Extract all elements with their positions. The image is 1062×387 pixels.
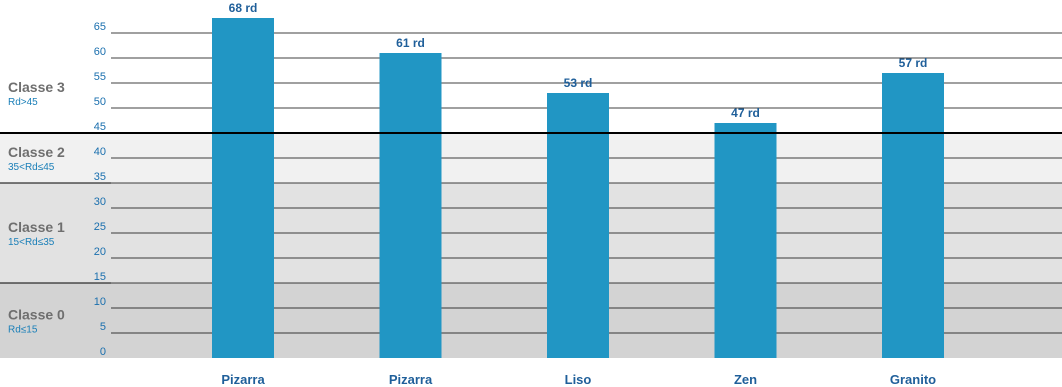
category-label-3: Zen — [734, 372, 757, 387]
data-label-1: 61 rd — [396, 36, 425, 50]
band-title-3: Classe 0 — [8, 307, 65, 323]
band-condition-3: Rd≤15 — [8, 325, 38, 336]
y-tick-label-10: 10 — [94, 296, 106, 308]
y-tick-label-40: 40 — [94, 146, 106, 158]
y-tick-label-0: 0 — [100, 346, 106, 358]
class-band-labels: Classe 3 Rd>45 Classe 2 35<Rd≤45 Classe 1 15<… — [8, 79, 65, 336]
band-title-0: Classe 3 — [8, 79, 65, 95]
y-tick-label-45: 45 — [94, 121, 106, 133]
bar-0 — [212, 18, 274, 358]
y-tick-label-15: 15 — [94, 271, 106, 283]
data-label-3: 47 rd — [731, 106, 760, 120]
band-title-1: Classe 2 — [8, 144, 65, 160]
bar-1 — [379, 53, 442, 358]
y-tick-label-65: 65 — [94, 21, 106, 33]
bars — [212, 18, 944, 358]
y-tick-label-5: 5 — [100, 321, 106, 333]
category-label-2: Liso — [565, 372, 592, 387]
y-axis-ticks: 0 5 10 15 20 25 30 35 40 45 50 55 60 65 — [94, 21, 106, 358]
y-tick-label-25: 25 — [94, 221, 106, 233]
bar-3 — [714, 123, 777, 358]
data-label-2: 53 rd — [564, 76, 593, 90]
bar-data-labels: 68 rd 61 rd 53 rd 47 rd 57 rd — [229, 1, 928, 120]
y-tick-label-55: 55 — [94, 71, 106, 83]
data-label-4: 57 rd — [899, 56, 928, 70]
category-labels: Pizarra Pizarra Liso Zen Granito — [221, 372, 936, 387]
y-tick-label-50: 50 — [94, 96, 106, 108]
band-condition-1: 35<Rd≤45 — [8, 162, 55, 173]
bar-2 — [547, 93, 609, 358]
y-tick-label-20: 20 — [94, 246, 106, 258]
band-condition-2: 15<Rd≤35 — [8, 237, 55, 248]
y-tick-label-35: 35 — [94, 171, 106, 183]
bar-4 — [882, 73, 944, 358]
category-label-0: Pizarra — [221, 372, 265, 387]
category-label-1: Pizarra — [389, 372, 433, 387]
band-condition-0: Rd>45 — [8, 97, 38, 108]
y-tick-label-60: 60 — [94, 46, 106, 58]
category-label-4: Granito — [890, 372, 936, 387]
data-label-0: 68 rd — [229, 1, 258, 15]
y-tick-label-30: 30 — [94, 196, 106, 208]
band-title-2: Classe 1 — [8, 219, 65, 235]
